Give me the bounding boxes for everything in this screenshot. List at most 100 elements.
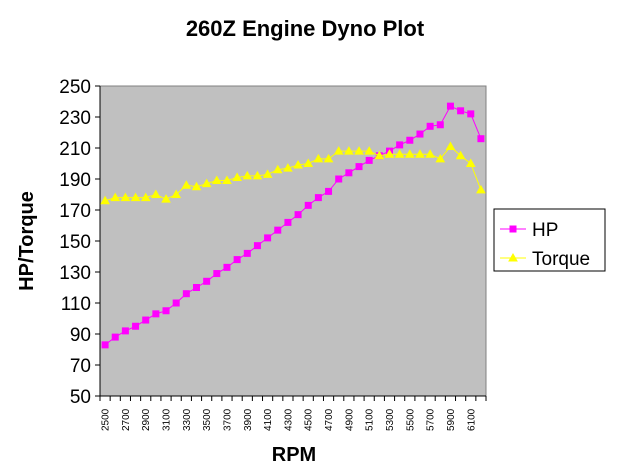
y-tick-label: 50 xyxy=(70,387,91,408)
torque-point xyxy=(120,192,131,202)
torque-point xyxy=(404,149,415,158)
y-tick-label: 150 xyxy=(59,232,91,253)
torque-point xyxy=(374,150,385,160)
torque-point xyxy=(232,172,242,181)
torque-point xyxy=(333,146,344,155)
torque-point xyxy=(211,175,222,185)
hp-point xyxy=(193,284,200,291)
torque-point xyxy=(425,149,435,158)
torque-point xyxy=(272,164,283,174)
torque-point xyxy=(394,149,405,158)
x-tick-label: 3700 xyxy=(222,408,233,431)
hp-point xyxy=(203,277,211,285)
torque-point xyxy=(303,158,314,167)
hp-point xyxy=(284,218,292,226)
hp-point xyxy=(274,226,282,234)
hp-point xyxy=(457,107,465,115)
x-tick-label: 2500 xyxy=(101,408,112,431)
torque-point xyxy=(110,192,121,202)
torque-point xyxy=(354,146,364,155)
torque-point xyxy=(140,192,151,202)
hp-point xyxy=(132,322,140,330)
x-tick-label: 4100 xyxy=(263,408,274,431)
hp-point xyxy=(467,110,475,118)
plot-area xyxy=(99,85,487,397)
x-tick-label: 3500 xyxy=(202,408,213,431)
torque-point xyxy=(344,146,354,155)
series-layer xyxy=(100,102,486,349)
torque-point xyxy=(445,141,456,150)
y-tick-label: 130 xyxy=(59,263,91,284)
hp-point xyxy=(233,256,241,264)
torque-point xyxy=(181,180,192,189)
x-tick-label: 4700 xyxy=(324,408,335,431)
hp-point xyxy=(152,310,160,318)
torque-point xyxy=(313,153,324,163)
hp-point xyxy=(406,136,414,144)
hp-point xyxy=(335,175,343,183)
y-tick-label: 70 xyxy=(70,356,91,377)
hp-point xyxy=(365,156,373,164)
hp-point xyxy=(304,201,312,209)
y-axis-label: HP/Torque xyxy=(16,191,38,291)
y-tick-label: 170 xyxy=(59,201,91,222)
torque-series xyxy=(100,141,486,205)
hp-point xyxy=(111,333,119,341)
legend-label: HP xyxy=(532,220,558,241)
hp-point xyxy=(213,270,221,278)
torque-point xyxy=(415,149,425,158)
torque-point xyxy=(364,146,375,155)
x-tick-label: 4500 xyxy=(304,408,315,431)
x-axis-label: RPM xyxy=(272,444,316,466)
hp-point xyxy=(314,194,322,202)
x-tick-label: 5900 xyxy=(446,408,457,431)
hp-point xyxy=(446,102,454,110)
torque-point xyxy=(283,163,293,172)
x-tick-label: 6100 xyxy=(466,408,477,431)
x-tick-label: 5500 xyxy=(405,408,416,431)
x-tick-label: 5300 xyxy=(385,408,396,431)
hp-point xyxy=(121,327,129,335)
hp-point xyxy=(172,299,180,307)
y-tick-label: 190 xyxy=(59,170,91,191)
x-tick-label: 2900 xyxy=(141,408,152,431)
x-axis: 2500 2700 2900 3100 3300 3500 3700 3900 4100 4300… xyxy=(99,395,487,431)
hp-point xyxy=(294,211,302,219)
x-tick-label: 2700 xyxy=(121,408,132,431)
legend-item-hp: HP xyxy=(500,220,558,241)
hp-point xyxy=(477,135,485,143)
hp-point xyxy=(243,249,251,257)
y-tick-label: 230 xyxy=(59,108,91,129)
hp-point xyxy=(416,130,424,138)
y-tick-label: 210 xyxy=(59,139,91,160)
legend-marker xyxy=(509,225,517,233)
torque-point xyxy=(465,158,476,167)
torque-point xyxy=(323,153,334,163)
legend-item-torque: Torque xyxy=(500,249,590,270)
y-tick-label: 250 xyxy=(59,77,91,98)
x-tick-label: 3300 xyxy=(182,408,193,431)
torque-point xyxy=(100,195,110,205)
torque-point xyxy=(242,170,253,180)
torque-point xyxy=(222,175,232,185)
hp-point xyxy=(223,263,231,271)
x-tick-label: 4300 xyxy=(283,408,294,431)
hp-point xyxy=(436,121,444,129)
torque-point xyxy=(435,153,446,163)
hp-point xyxy=(345,169,353,177)
hp-point xyxy=(142,316,150,324)
legend-marker xyxy=(508,252,518,262)
chart-title: 260Z Engine Dyno Plot xyxy=(186,16,425,41)
hp-point xyxy=(101,341,109,349)
hp-point xyxy=(182,290,190,298)
torque-point xyxy=(201,178,212,188)
x-tick-label: 5100 xyxy=(365,408,376,431)
x-tick-label: 4900 xyxy=(344,408,355,431)
torque-point xyxy=(161,194,171,203)
legend: HP Torque xyxy=(493,208,606,272)
hp-point xyxy=(253,242,261,250)
x-tick-label: 3900 xyxy=(243,408,254,431)
hp-point xyxy=(264,234,272,242)
torque-point xyxy=(130,192,141,202)
